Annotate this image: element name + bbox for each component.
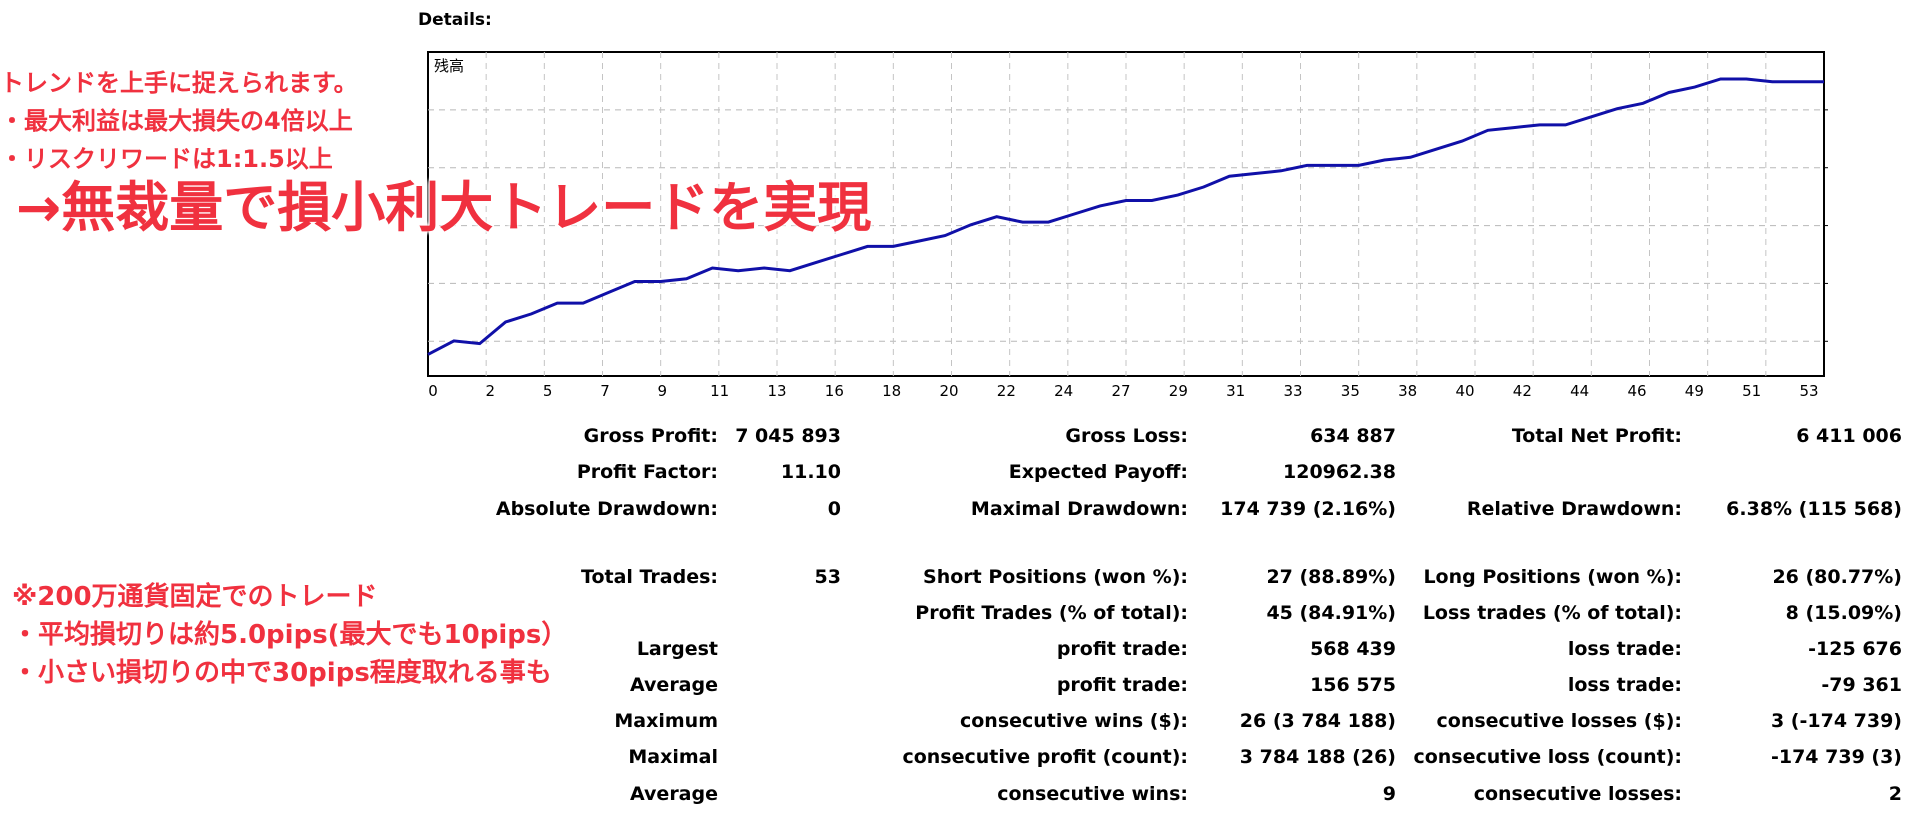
annotation-top-line-2: ・最大利益は最大損失の4倍以上 <box>0 107 353 135</box>
x-tick-label: 24 <box>1054 382 1073 400</box>
stat-value: 174 739 (2.16%) <box>1220 498 1396 520</box>
x-tick-label: 31 <box>1226 382 1245 400</box>
stat-value: 9 <box>1382 783 1396 805</box>
stat-label: Largest <box>636 638 718 660</box>
stat-label: Relative Drawdown: <box>1466 498 1682 520</box>
x-tick-label: 29 <box>1169 382 1188 400</box>
stat-label: loss trade: <box>1567 638 1682 660</box>
x-tick-label: 9 <box>658 382 668 400</box>
x-tick-label: 49 <box>1685 382 1704 400</box>
stat-value: 3 (-174 739) <box>1770 710 1902 732</box>
stat-label: profit trade: <box>1056 638 1188 660</box>
stat-label: consecutive wins ($): <box>959 710 1188 732</box>
x-axis-ticks: 0 2 5 7 9 11 13 16 18 20 22 24 27 29 31 33 35 38 40 42 44 46 4… <box>428 382 1818 400</box>
x-tick-label: 13 <box>767 382 786 400</box>
stat-value: 3 784 188 (26) <box>1239 746 1396 768</box>
annotation-headline: →無裁量で損小利大トレードを実現 <box>16 176 872 239</box>
x-tick-label: 22 <box>997 382 1016 400</box>
stat-label: consecutive wins: <box>997 783 1188 805</box>
stat-label: Average <box>630 783 718 805</box>
stat-label: Expected Payoff: <box>1008 461 1188 483</box>
x-tick-label: 27 <box>1111 382 1130 400</box>
x-tick-label: 20 <box>939 382 958 400</box>
stat-label: Gross Profit: <box>583 425 718 447</box>
stat-label: Maximal Drawdown: <box>970 498 1188 520</box>
stat-label: Gross Loss: <box>1065 425 1188 447</box>
x-tick-label: 35 <box>1341 382 1360 400</box>
balance-chart: 残高 0 2 5 7 9 11 13 16 18 20 22 24 27 29 31 33 35 38 40 42 44… <box>427 51 1828 400</box>
stat-label: Long Positions (won %): <box>1423 566 1682 588</box>
x-tick-label: 5 <box>543 382 553 400</box>
stat-value: 45 (84.91%) <box>1266 602 1396 624</box>
stat-label: Loss trades (% of total): <box>1422 602 1682 624</box>
x-tick-label: 16 <box>825 382 844 400</box>
stat-label: consecutive losses: <box>1473 783 1682 805</box>
x-tick-label: 46 <box>1627 382 1646 400</box>
annotation-bottom-line-3: ・小さい損切りの中で30pips程度取れる事も <box>12 658 552 688</box>
stat-value: 11.10 <box>780 461 841 483</box>
x-tick-label: 40 <box>1455 382 1474 400</box>
stat-value: -79 361 <box>1821 674 1902 696</box>
stat-value: 27 (88.89%) <box>1266 566 1396 588</box>
stat-label: Average <box>630 674 718 696</box>
stat-label: consecutive loss (count): <box>1413 746 1682 768</box>
details-heading: Details: <box>418 10 492 30</box>
stat-label: profit trade: <box>1056 674 1188 696</box>
stat-label: Maximum <box>614 710 718 732</box>
stat-value: -174 739 (3) <box>1770 746 1902 768</box>
stat-label: Absolute Drawdown: <box>495 498 718 520</box>
x-tick-label: 11 <box>710 382 729 400</box>
x-tick-label: 2 <box>486 382 496 400</box>
stat-value: 6.38% (115 568) <box>1726 498 1902 520</box>
stat-label: consecutive profit (count): <box>902 746 1188 768</box>
x-tick-label: 42 <box>1513 382 1532 400</box>
stat-label: Profit Trades (% of total): <box>915 602 1188 624</box>
x-tick-label: 51 <box>1742 382 1761 400</box>
stat-label: Profit Factor: <box>576 461 718 483</box>
stat-label: Maximal <box>628 746 718 768</box>
stat-value: 568 439 <box>1310 638 1396 660</box>
stat-value: 120962.38 <box>1283 461 1396 483</box>
x-tick-label: 44 <box>1570 382 1589 400</box>
chart-grid <box>428 52 1828 376</box>
stat-value: 0 <box>827 498 841 520</box>
stat-label: Total Trades: <box>581 566 718 588</box>
x-tick-label: 18 <box>882 382 901 400</box>
annotation-top-line-1: トレンドを上手に捉えられます。 <box>0 69 358 97</box>
stat-value: 2 <box>1888 783 1902 805</box>
stat-label: consecutive losses ($): <box>1436 710 1683 732</box>
stat-value: 7 045 893 <box>735 425 841 447</box>
stat-value: 26 (3 784 188) <box>1239 710 1396 732</box>
stat-value: 53 <box>814 566 841 588</box>
stat-value: 8 (15.09%) <box>1785 602 1902 624</box>
stat-value: 156 575 <box>1310 674 1396 696</box>
annotation-top-line-3: ・リスクリワードは1:1.5以上 <box>0 145 333 173</box>
stat-label: Short Positions (won %): <box>923 566 1188 588</box>
x-tick-label: 7 <box>600 382 610 400</box>
x-tick-label: 53 <box>1799 382 1818 400</box>
chart-series <box>427 77 1824 356</box>
stat-value: 6 411 006 <box>1796 425 1902 447</box>
x-tick-label: 38 <box>1398 382 1417 400</box>
x-tick-label: 33 <box>1283 382 1302 400</box>
x-tick-label: 0 <box>428 382 438 400</box>
chart-title: 残高 <box>434 57 464 75</box>
annotation-bottom-line-1: ※200万通貨固定でのトレード <box>12 582 378 612</box>
stat-value: 26 (80.77%) <box>1772 566 1902 588</box>
balance-line <box>427 77 1824 356</box>
stat-label: Total Net Profit: <box>1511 425 1682 447</box>
annotation-bottom-line-2: ・平均損切りは約5.0pips(最大でも10pips） <box>12 620 568 650</box>
stat-value: 634 887 <box>1310 425 1396 447</box>
stat-label: loss trade: <box>1567 674 1682 696</box>
stat-value: -125 676 <box>1808 638 1902 660</box>
